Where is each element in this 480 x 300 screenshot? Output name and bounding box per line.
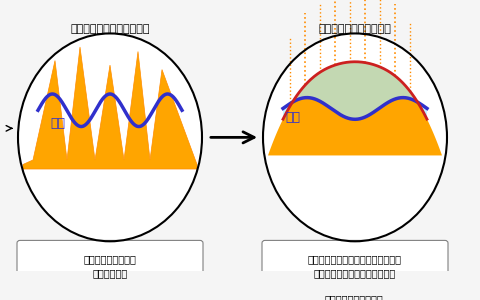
FancyBboxPatch shape <box>307 296 322 300</box>
Text: 拡大図（蓄電池対策後）: 拡大図（蓄電池対策後） <box>319 24 391 34</box>
Text: 需要: 需要 <box>285 111 300 124</box>
Text: ：蓄電池による対策分: ：蓄電池による対策分 <box>325 294 384 300</box>
FancyBboxPatch shape <box>17 240 203 291</box>
Polygon shape <box>23 47 197 169</box>
Ellipse shape <box>18 33 202 241</box>
FancyBboxPatch shape <box>262 240 448 291</box>
Polygon shape <box>268 62 442 155</box>
Text: 太陽光による急峻な
供給力の変動: 太陽光による急峻な 供給力の変動 <box>84 254 136 278</box>
Ellipse shape <box>263 33 447 241</box>
Text: 拡大図（蓄電池対策無し）: 拡大図（蓄電池対策無し） <box>70 24 150 34</box>
Polygon shape <box>283 62 427 119</box>
Text: 需要: 需要 <box>50 116 65 130</box>
Text: 蓄電池により、急峻な出力変動を需
要に合わせた緩やかな形に制御: 蓄電池により、急峻な出力変動を需 要に合わせた緩やかな形に制御 <box>308 254 402 278</box>
